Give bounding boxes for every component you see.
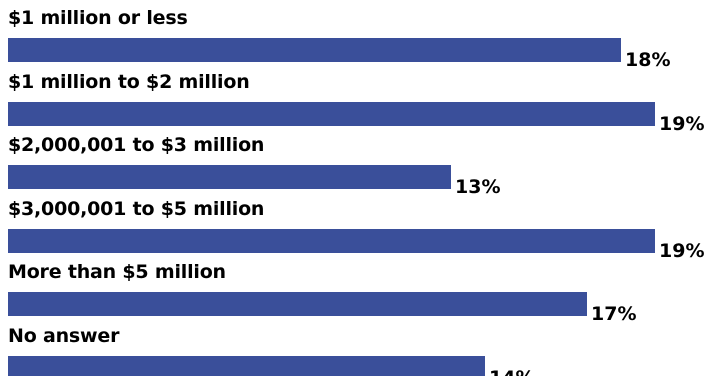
bar bbox=[8, 355, 485, 376]
category-label: More than $5 million bbox=[8, 261, 226, 283]
bar bbox=[8, 228, 655, 253]
value-label: 19% bbox=[659, 112, 705, 135]
bar bbox=[8, 165, 451, 189]
value-label: 18% bbox=[625, 49, 671, 71]
value-label: 19% bbox=[659, 239, 705, 262]
value-label: 14% bbox=[489, 366, 534, 376]
category-label: $3,000,001 to $5 million bbox=[8, 197, 265, 220]
value-label: 17% bbox=[591, 303, 637, 325]
bar bbox=[8, 101, 655, 126]
bar bbox=[8, 38, 621, 62]
category-label: $1 million to $2 million bbox=[8, 70, 250, 93]
category-label: No answer bbox=[8, 324, 120, 347]
category-label: $2,000,001 to $3 million bbox=[8, 134, 265, 156]
value-label: 13% bbox=[455, 176, 501, 198]
bar bbox=[8, 292, 587, 316]
category-label: $1 million or less bbox=[8, 7, 188, 29]
